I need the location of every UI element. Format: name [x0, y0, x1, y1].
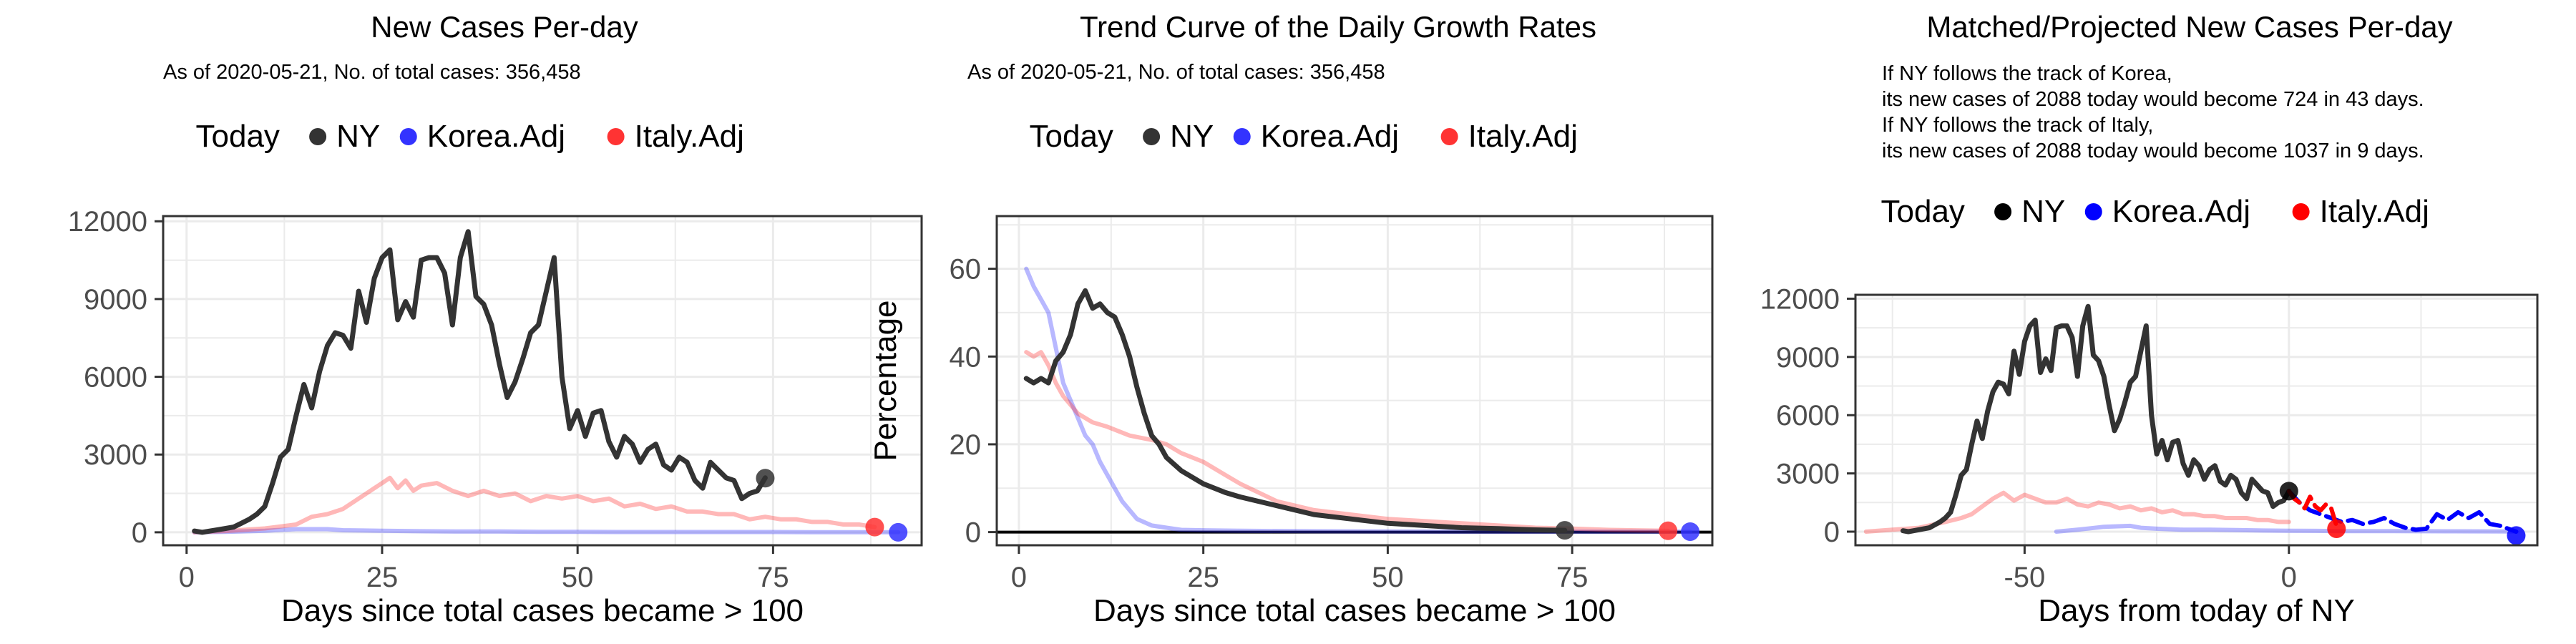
- series-line-korea-adj: [192, 527, 901, 535]
- legend-title: Today: [1030, 119, 1113, 154]
- legend-label: NY: [336, 119, 380, 154]
- series-line-korea-adj: [1024, 266, 1693, 534]
- chart-subtitle-line: its new cases of 2088 today would become…: [1882, 140, 2424, 162]
- x-tick-label: 75: [757, 562, 789, 593]
- legend: Today NY Korea.Adj Italy.Adj: [1881, 194, 2429, 229]
- legend: Today NY Korea.Adj Italy.Adj: [196, 119, 744, 154]
- y-tick-label: 9000: [84, 284, 147, 316]
- series-line-ny: [1901, 303, 2292, 535]
- chart-subtitle: As of 2020-05-21, No. of total cases: 35…: [163, 61, 581, 84]
- chart-subtitle-line: If NY follows the track of Korea,: [1882, 62, 2172, 85]
- x-tick-label: 50: [1372, 562, 1404, 593]
- y-tick-label: 0: [965, 517, 981, 549]
- x-tick-label: 0: [1011, 562, 1027, 593]
- x-tick-label: -50: [2004, 562, 2045, 593]
- legend-marker-2: [2292, 203, 2310, 220]
- legend-label: NY: [2021, 194, 2065, 229]
- panel-1: New Cases Per-day As of 2020-05-21, No. o…: [68, 10, 923, 628]
- today-point-italy-adj: [2327, 519, 2346, 538]
- legend-title: Today: [196, 119, 280, 154]
- series-line-ny: [192, 229, 768, 535]
- y-axis-label: Percentage: [868, 300, 903, 461]
- legend-marker-2: [1440, 128, 1458, 145]
- series-line-korea-adj-projected: [2286, 489, 2519, 534]
- series-line-italy-adj: [1024, 350, 1671, 533]
- y-tick-label: 3000: [1776, 459, 1840, 490]
- plot-border: [995, 215, 1714, 547]
- plot-area: [997, 216, 1712, 545]
- legend-marker-0: [309, 128, 327, 145]
- panel-3: Matched/Projected New Cases Per-day If NY…: [1760, 10, 2539, 628]
- x-tick-label: 0: [2281, 562, 2297, 593]
- chart-subtitle: As of 2020-05-21, No. of total cases: 35…: [967, 61, 1385, 84]
- legend-title: Today: [1881, 194, 1965, 229]
- legend-marker-1: [1233, 128, 1251, 145]
- panel-2: Trend Curve of the Daily Growth Rates As …: [868, 10, 1714, 628]
- today-point-ny: [1555, 521, 1574, 540]
- plot-border: [162, 215, 923, 547]
- legend-label: Italy.Adj: [1468, 119, 1578, 154]
- plot-area: [163, 216, 922, 545]
- x-axis-label: Days from today of NY: [2038, 593, 2355, 628]
- x-tick-label: 50: [562, 562, 594, 593]
- y-tick-label: 60: [950, 254, 982, 286]
- series-line-ny: [1023, 288, 1568, 533]
- y-tick-label: 20: [950, 429, 982, 461]
- series-line-italy-adj: [1863, 490, 2291, 534]
- today-point-korea-adj: [889, 522, 908, 542]
- legend-marker-0: [1143, 128, 1161, 145]
- legend-marker-2: [607, 128, 625, 145]
- x-tick-label: 25: [1187, 562, 1219, 593]
- legend-label: Korea.Adj: [2112, 194, 2250, 229]
- today-point-ny: [2279, 482, 2298, 501]
- chart-subtitle-line: its new cases of 2088 today would become…: [1882, 88, 2424, 111]
- y-tick-label: 0: [1824, 517, 1840, 548]
- y-tick-label: 3000: [84, 439, 147, 471]
- legend-marker-1: [2084, 203, 2102, 220]
- series-line-italy-adj-projected: [2286, 489, 2339, 528]
- chart-subtitle-line: If NY follows the track of Italy,: [1882, 114, 2153, 137]
- series-line-italy-adj: [192, 475, 877, 535]
- x-axis-label: Days since total cases became > 100: [281, 593, 804, 628]
- legend: Today NY Korea.Adj Italy.Adj: [1030, 119, 1578, 154]
- legend-label: Korea.Adj: [1261, 119, 1399, 154]
- x-tick-label: 75: [1556, 562, 1589, 593]
- legend-marker-0: [1994, 203, 2012, 220]
- y-tick-label: 12000: [68, 206, 147, 238]
- series-line-korea-adj: [2054, 523, 2519, 534]
- y-tick-label: 9000: [1776, 342, 1840, 374]
- y-tick-label: 40: [950, 341, 982, 373]
- y-tick-label: 0: [132, 517, 147, 549]
- legend-label: NY: [1170, 119, 1214, 154]
- plot-area: [1855, 295, 2537, 545]
- today-point-korea-adj: [2507, 526, 2526, 545]
- today-point-ny: [756, 469, 775, 488]
- y-tick-label: 6000: [1776, 400, 1840, 431]
- y-tick-label: 12000: [1760, 283, 1840, 315]
- plot-border: [1854, 293, 2539, 547]
- y-tick-label: 6000: [84, 362, 147, 394]
- grid: [1855, 295, 2537, 545]
- legend-label: Korea.Adj: [427, 119, 565, 154]
- legend-label: Italy.Adj: [2320, 194, 2429, 229]
- today-point-italy-adj: [1659, 521, 1678, 540]
- x-tick-label: 0: [179, 562, 195, 593]
- today-point-korea-adj: [1681, 522, 1700, 541]
- today-point-italy-adj: [865, 517, 884, 537]
- legend-marker-1: [399, 128, 417, 145]
- legend-label: Italy.Adj: [635, 119, 744, 154]
- x-axis-label: Days since total cases became > 100: [1093, 593, 1616, 628]
- chart-title: Matched/Projected New Cases Per-day: [1926, 10, 2452, 44]
- chart-title: New Cases Per-day: [371, 10, 638, 44]
- x-tick-label: 25: [366, 562, 399, 593]
- chart-title: Trend Curve of the Daily Growth Rates: [1080, 10, 1596, 44]
